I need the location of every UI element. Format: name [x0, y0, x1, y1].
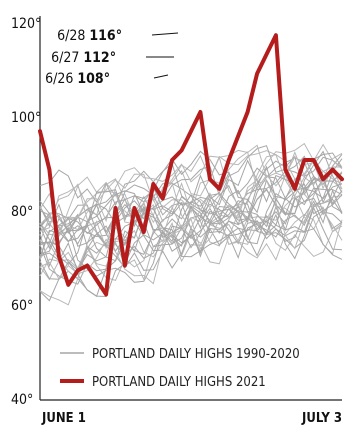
annotation-label: 6/26 108°: [45, 71, 110, 87]
annotation-6-27: 6/27 112°: [51, 50, 174, 66]
annotation-value: 116°: [89, 28, 122, 44]
series-line-2021: [38, 33, 344, 297]
annotation-label: 6/27 112°: [51, 50, 116, 66]
historical-series-line: [39, 189, 343, 259]
x-tick-label-end: JULY 3: [301, 411, 342, 426]
annotation-date: 6/27: [51, 50, 79, 66]
annotation-6-28: 6/28 116°: [57, 28, 179, 44]
annotation-leader: [153, 74, 169, 79]
historical-series-line: [39, 172, 343, 262]
annotation-value: 108°: [77, 71, 110, 87]
y-tick-label: 60°: [11, 298, 33, 314]
historical-series-line: [39, 176, 343, 266]
legend: PORTLAND DAILY HIGHS 1990-2020 PORTLAND …: [60, 347, 300, 390]
historical-series-line: [39, 142, 343, 232]
historical-series-line: [39, 200, 343, 285]
historical-series-line: [39, 206, 343, 302]
y-tick-label: 120°: [11, 16, 41, 32]
y-tick-label: 80°: [11, 204, 33, 220]
annotation-date: 6/28: [57, 28, 85, 44]
historical-series-line: [39, 153, 343, 271]
historical-series-line: [39, 183, 343, 268]
historical-series-line: [39, 167, 343, 250]
x-tick-label-start: JUNE 1: [41, 411, 86, 426]
historical-series-line: [39, 180, 343, 281]
historical-series-line: [39, 152, 343, 237]
historical-series-line: [39, 213, 343, 281]
annotation-value: 112°: [83, 50, 116, 66]
annotation-date: 6/26: [45, 71, 73, 87]
annotation-leader: [151, 32, 179, 36]
historical-series-line: [39, 144, 343, 232]
legend-label-historical: PORTLAND DAILY HIGHS 1990-2020: [92, 347, 300, 362]
historical-series-group: [39, 142, 343, 306]
y-tick-label: 100°: [11, 110, 41, 126]
annotation-label: 6/28 116°: [57, 28, 122, 44]
y-tick-label: 40°: [11, 392, 33, 408]
historical-series-line: [39, 212, 343, 306]
legend-label-2021: PORTLAND DAILY HIGHS 2021: [92, 375, 266, 390]
annotation-6-26: 6/26 108°: [45, 71, 169, 87]
historical-series-line: [39, 192, 343, 244]
historical-series-line: [39, 183, 343, 274]
